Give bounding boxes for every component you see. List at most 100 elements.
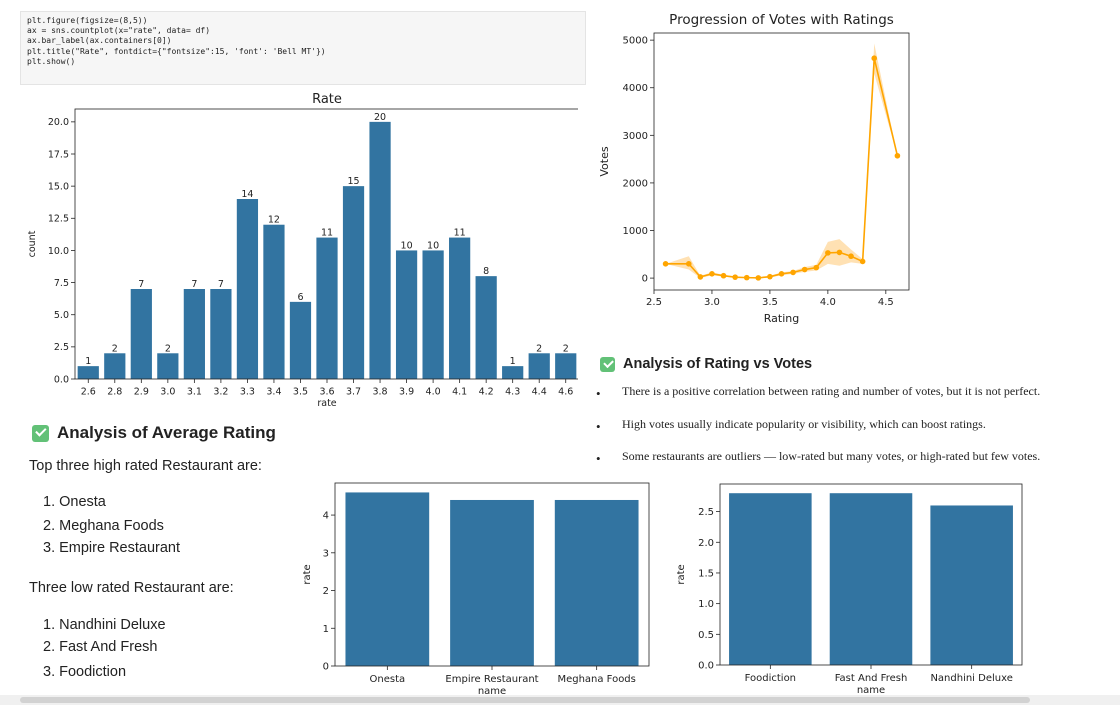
bar: [450, 499, 534, 666]
code-line: ax = sns.countplot(x="rate", data= df): [27, 26, 211, 36]
list-item: 2. Meghana Foods: [43, 518, 164, 534]
bar: [130, 289, 152, 379]
x-tick-label: Nandhini Deluxe: [930, 673, 1012, 684]
chart-title: Progression of Votes with Ratings: [669, 12, 894, 28]
rate-count-chart: 12.622.872.923.073.173.2143.3123.463.511…: [27, 92, 578, 408]
bar-value-label: 11: [454, 228, 466, 239]
y-tick-label: 3000: [623, 131, 648, 142]
code-line: plt.title("Rate", fontdict={"fontsize":1…: [27, 46, 326, 56]
x-axis-label: rate: [317, 398, 336, 408]
data-point: [848, 253, 854, 260]
votes-line-chart: 2.5 3.0 3.5 4.0 4.5 0 1000 2000 3000 4000 5000 Prog…: [598, 12, 910, 325]
bar-value-label: 15: [347, 176, 359, 187]
bar-value-label: 7: [218, 279, 224, 290]
bar: [528, 353, 550, 379]
x-tick-label: 4.3: [505, 387, 520, 398]
y-tick-label: 20.0: [48, 117, 69, 128]
bar: [555, 353, 577, 379]
x-tick-label: 3.5: [293, 387, 308, 398]
data-point: [813, 264, 820, 271]
x-tick-label: 2.8: [107, 387, 122, 398]
bar-value-label: 1: [85, 356, 91, 367]
bullet-icon: •: [596, 451, 601, 466]
bar: [369, 121, 391, 379]
code-cell[interactable]: plt.figure(figsize=(8,5)) ax = sns.count…: [20, 11, 586, 85]
y-tick-label: 7.5: [54, 278, 69, 289]
data-point: [662, 261, 669, 267]
y-tick-label: 1.5: [698, 568, 714, 579]
data-point: [801, 266, 808, 273]
y-tick-label: 2000: [623, 178, 648, 189]
y-tick-label: 0: [642, 274, 648, 285]
bar: [475, 276, 497, 379]
y-tick-label: 4000: [623, 83, 648, 94]
x-tick-label: Foodiction: [745, 673, 796, 684]
y-tick-label: 0.0: [698, 661, 714, 672]
analysis-avg-heading: Analysis of Average Rating: [32, 423, 276, 443]
x-tick-label: 3.9: [399, 387, 414, 398]
x-tick-label: 3.3: [240, 387, 255, 398]
y-tick-label: 5000: [623, 36, 648, 47]
scrollbar-thumb[interactable]: [20, 697, 1030, 703]
y-tick-label: 1: [323, 624, 329, 635]
top-intro: Top three high rated Restaurant are:: [29, 458, 262, 474]
x-axis-label: name: [478, 686, 506, 697]
bar: [183, 289, 205, 379]
bar-value-label: 7: [138, 279, 144, 290]
plot-frame: [719, 483, 1023, 666]
y-axis-label: Votes: [598, 146, 611, 176]
data-point: [709, 271, 715, 277]
bar: [342, 186, 365, 379]
analysis-avg-title: Analysis of Average Rating: [57, 423, 276, 442]
x-tick-label: 4.4: [532, 387, 547, 398]
bar: [236, 199, 259, 379]
list-item: 1. Nandhini Deluxe: [43, 617, 166, 633]
plot-frame: [334, 482, 650, 667]
y-tick-label: 2.5: [54, 342, 69, 353]
bar-value-label: 10: [401, 240, 413, 251]
votes-series-line: [665, 58, 899, 279]
y-tick-label: 17.5: [48, 149, 69, 160]
x-tick-label: 3.7: [346, 387, 361, 398]
checkmark-icon: [32, 424, 49, 442]
list-item: 2. Fast And Fresh: [43, 639, 158, 655]
x-tick-label: 4.5: [878, 297, 894, 308]
x-axis-label: Rating: [764, 312, 799, 325]
bar: [829, 493, 913, 665]
low-intro: Three low rated Restaurant are:: [29, 580, 234, 596]
y-tick-label: 10.0: [48, 246, 69, 257]
x-tick-label: Fast And Fresh: [835, 673, 908, 684]
low-rated-chart: Foodiction Fast And Fresh Nandhini Deluxe 0…: [676, 483, 1023, 696]
bar-value-label: 2: [165, 343, 171, 354]
bar: [289, 301, 312, 379]
y-tick-label: 5.0: [54, 310, 69, 321]
list-item: 3. Empire Restaurant: [43, 540, 181, 556]
y-tick-label: 15.0: [48, 181, 69, 192]
x-tick-label: 4.2: [479, 387, 494, 398]
horizontal-scrollbar[interactable]: [0, 695, 1120, 705]
x-axis-label: name: [857, 685, 885, 696]
y-tick-label: 1.0: [698, 599, 714, 610]
code-line: ax.bar_label(ax.containers[0]): [27, 36, 172, 46]
bar: [729, 493, 812, 665]
top-rated-chart: Onesta Empire Restaurant Meghana Foods 0 1 2 3…: [302, 482, 650, 697]
data-point: [685, 261, 692, 267]
x-tick-label: 3.6: [319, 387, 334, 398]
x-tick-label: 2.9: [134, 387, 149, 398]
bar-value-label: 7: [191, 279, 197, 290]
data-point: [790, 269, 796, 276]
list-item: 3. Foodiction: [43, 664, 127, 680]
data-point: [836, 249, 843, 256]
x-tick-label: 3.4: [266, 387, 281, 398]
data-point: [755, 275, 762, 281]
bar-value-label: 6: [297, 292, 303, 303]
bar: [502, 366, 524, 379]
y-tick-label: 0.0: [54, 374, 69, 385]
bar-value-label: 12: [268, 215, 280, 226]
y-tick-label: 2.5: [698, 507, 714, 518]
bullet-icon: •: [596, 386, 601, 401]
bar: [210, 289, 232, 379]
bar-value-label: 8: [483, 266, 489, 277]
bar-value-label: 11: [321, 228, 333, 239]
checkmark-icon: [600, 356, 615, 372]
